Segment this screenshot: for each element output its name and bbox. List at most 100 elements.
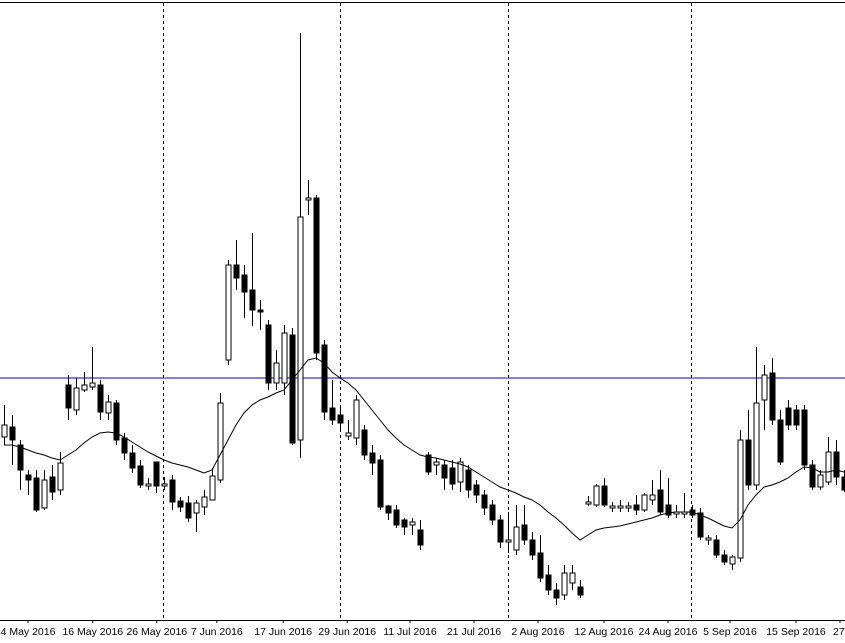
candle-body — [289, 334, 296, 444]
candle-body — [425, 454, 432, 473]
candle-body — [193, 502, 200, 514]
candle-body — [441, 464, 448, 479]
candle-body — [769, 372, 776, 421]
candle-body — [561, 572, 568, 596]
x-tick-label: 29 Jun 2016 — [318, 626, 376, 638]
candle-body — [273, 362, 280, 384]
candle-body — [409, 521, 416, 526]
candle-body — [361, 429, 368, 456]
candle-body — [665, 504, 672, 516]
candle-body — [601, 485, 608, 506]
candle-body — [489, 504, 496, 521]
candle-body — [233, 264, 240, 279]
candle-body — [401, 519, 408, 528]
candle-body — [417, 529, 424, 546]
candle-body — [185, 502, 192, 519]
candle-body — [737, 439, 744, 559]
x-tick-label: 15 Sep 2016 — [766, 626, 826, 638]
candle-body — [145, 483, 152, 487]
candle-body — [353, 399, 360, 439]
candle-body — [97, 384, 104, 413]
candle-body — [265, 324, 272, 384]
x-tick-label: 26 May 2016 — [126, 626, 187, 638]
x-tick-label: 27 — [833, 626, 845, 638]
candle-body — [305, 197, 312, 201]
candle-body — [537, 552, 544, 579]
candle-body — [641, 494, 648, 511]
candle-body — [745, 439, 752, 486]
candle-body — [137, 465, 144, 486]
candle-body — [241, 274, 248, 293]
candle-body — [793, 409, 800, 426]
candle-body — [105, 401, 112, 414]
candle-body — [721, 554, 728, 563]
candle-body — [817, 474, 824, 488]
candle-body — [65, 384, 72, 409]
candle-body — [345, 432, 352, 437]
candle-body — [201, 496, 208, 508]
candle-body — [833, 451, 840, 478]
x-tick-label: 21 Jul 2016 — [447, 626, 501, 638]
candle-body — [729, 556, 736, 565]
candle-body — [705, 537, 712, 541]
x-tick-label: 11 Jul 2016 — [383, 626, 437, 638]
x-tick-label: 24 Aug 2016 — [639, 626, 698, 638]
candle-body — [9, 426, 16, 441]
candle-body — [545, 574, 552, 591]
candle-body — [609, 505, 616, 509]
candle-body — [801, 409, 808, 466]
candle-body — [521, 524, 528, 541]
candle-body — [761, 374, 768, 401]
candle-body — [41, 479, 48, 509]
x-tick-label: 12 Aug 2016 — [575, 626, 634, 638]
candle-body — [113, 402, 120, 441]
candle-body — [321, 344, 328, 413]
candle-body — [313, 197, 320, 354]
candle-body — [825, 451, 832, 483]
candle-body — [385, 505, 392, 514]
candle-body — [89, 382, 96, 388]
candle-body — [153, 461, 160, 487]
candle-body — [369, 452, 376, 464]
candle-body — [393, 509, 400, 526]
candle-body — [449, 467, 456, 485]
candle-body — [225, 264, 232, 361]
candle-body — [1, 424, 8, 438]
candle-body — [809, 464, 816, 488]
candle-body — [585, 501, 592, 505]
candle-body — [529, 539, 536, 556]
candle-body — [505, 539, 512, 543]
candle-body — [249, 289, 256, 311]
moving-average — [4, 357, 845, 541]
candle-body — [625, 505, 632, 509]
x-tick-label: 17 Jun 2016 — [254, 626, 312, 638]
candle-body — [17, 444, 24, 471]
candle-body — [49, 476, 56, 493]
candle-body — [617, 505, 624, 509]
x-tick-label: 4 May 2016 — [1, 626, 56, 638]
candle-body — [297, 216, 304, 441]
candle-body — [633, 504, 640, 511]
candle-body — [81, 384, 88, 391]
candle-body — [209, 475, 216, 501]
candle-body — [281, 332, 288, 384]
candle-body — [257, 309, 264, 313]
candle-body — [713, 539, 720, 556]
candle-body — [785, 407, 792, 426]
candle-body — [169, 479, 176, 503]
candle-body — [177, 500, 184, 508]
candle-body — [753, 402, 760, 486]
candle-body — [33, 477, 40, 511]
x-tick-label: 5 Sep 2016 — [703, 626, 757, 638]
x-tick-label: 7 Jun 2016 — [191, 626, 243, 638]
candle-body — [553, 589, 560, 599]
candle-body — [121, 437, 128, 454]
candle-body — [129, 452, 136, 469]
candle-body — [161, 483, 168, 487]
candle-body — [57, 462, 64, 491]
candle-body — [497, 519, 504, 543]
x-tick-label: 2 Aug 2016 — [511, 626, 564, 638]
candle-body — [337, 414, 344, 424]
candle-body — [569, 572, 576, 584]
